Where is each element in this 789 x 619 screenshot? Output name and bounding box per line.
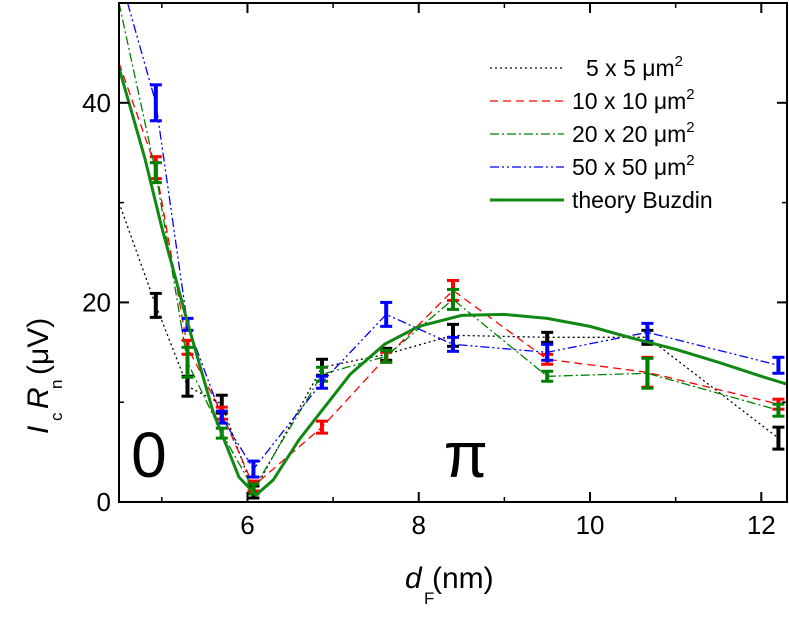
x-axis-title-sub: F [424,589,434,608]
x-tick-label: 12 [747,510,776,540]
error-bar-2-9 [641,356,654,390]
series-line-4 [119,67,787,498]
error-bar-2-10 [772,402,785,418]
error-bar-3-7 [447,335,459,353]
x-tick-label: 10 [576,510,605,540]
legend-label-4: theory Buzdin [572,187,713,213]
plot-frame [118,2,788,503]
legend-label-0: 5 x 5 μm2 [586,53,683,81]
x-axis-title-unit: (nm) [432,562,494,595]
legend-label-3: 50 x 50 μm2 [572,152,695,180]
legend: 5 x 5 μm2 10 x 10 μm2 20 x 20 μm2 50 x 50 μ… [490,53,713,213]
legend-label-superscript: 2 [686,119,694,136]
y-tick-label: 40 [82,88,111,118]
error-bar-0-1 [149,291,162,319]
legend-label-superscript: 2 [686,86,694,103]
error-bar-3-5 [315,374,328,390]
legend-label-1: 10 x 10 μm2 [572,86,695,114]
y-axis-title-R: R [22,387,55,409]
x-axis-title: d [405,562,423,595]
error-bar-2-6 [380,348,393,364]
error-bar-2-2 [181,345,194,379]
x-tick-label: 6 [240,510,254,540]
series-line-2 [119,3,779,491]
region-label-1: π [444,419,488,491]
error-bar-3-1 [149,83,162,123]
x-tick-label: 8 [412,510,426,540]
y-axis-title-unit: (μV) [22,318,55,375]
y-tick-label: 20 [82,287,111,317]
y-axis-title-sub-n: n [47,380,66,389]
error-bar-0-10 [772,425,785,451]
series-layer [119,3,787,500]
error-bar-0-2 [181,374,194,398]
error-bar-3-6 [380,300,393,328]
error-bar-3-8 [541,342,554,362]
error-bar-3-10 [772,355,785,375]
error-bar-2-8 [541,369,554,383]
legend-label-superscript: 2 [686,152,694,169]
series-line-3 [126,3,779,471]
y-axis-title-I: I [22,426,55,434]
error-bar-3-4 [247,459,260,479]
y-axis-title-sub-c: c [47,412,66,421]
error-bar-0-8 [541,330,554,344]
error-bar-2-7 [447,287,459,311]
error-bar-3-9 [641,321,654,343]
region-label-0: 0 [131,419,167,491]
y-tick-label: 0 [97,487,111,517]
error-bar-1-5 [315,419,328,435]
legend-label-2: 20 x 20 μm2 [572,119,695,147]
legend-label-superscript: 2 [675,53,683,70]
